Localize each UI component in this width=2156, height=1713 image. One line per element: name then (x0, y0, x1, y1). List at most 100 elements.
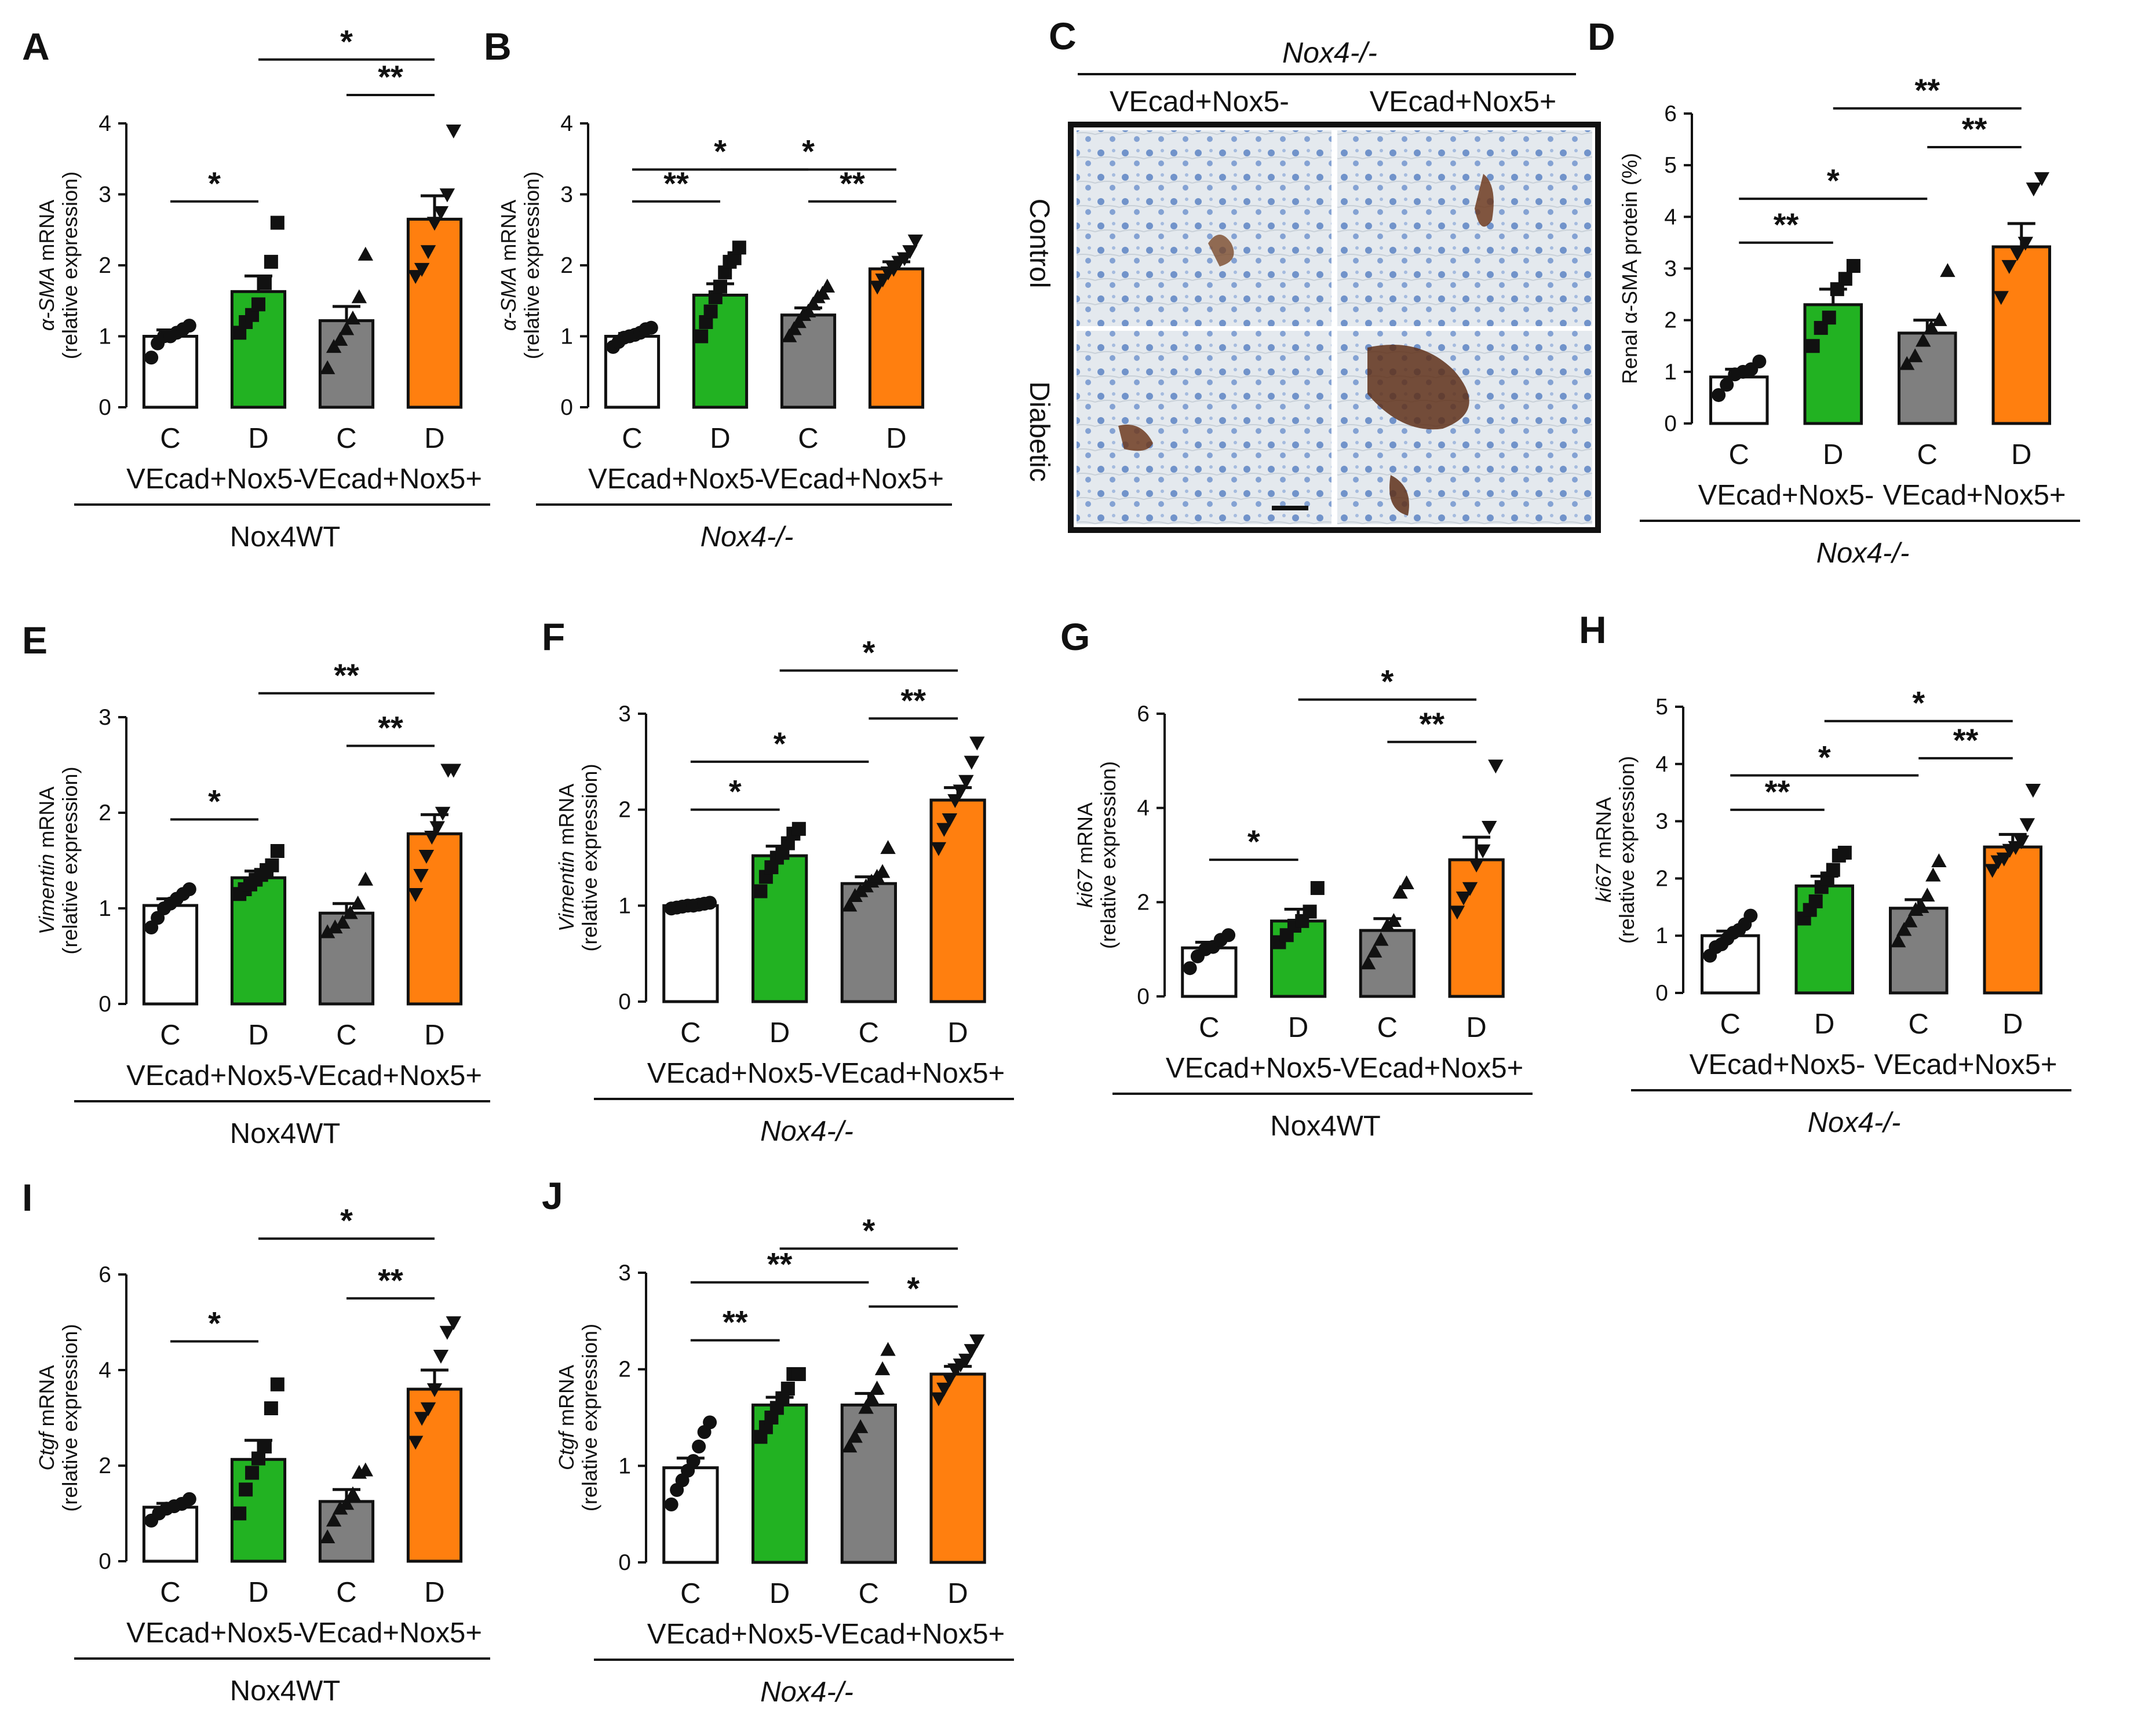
x-category-label: D (947, 1017, 968, 1049)
data-point (319, 1529, 335, 1543)
significance-label: * (714, 133, 727, 170)
significance-label: * (774, 725, 786, 762)
data-point (847, 1429, 863, 1443)
x-category-label: D (1814, 1009, 1834, 1040)
data-point (251, 1451, 265, 1466)
x-category-label: C (160, 423, 180, 454)
y-axis-label-unit: mRNA (1592, 797, 1615, 864)
significance-label: * (907, 1270, 920, 1306)
data-point (964, 755, 980, 770)
significance-label: * (1818, 739, 1831, 776)
data-point (414, 1412, 430, 1426)
y-axis-label: Vimentin mRNA (554, 784, 578, 932)
y-axis-label-gene: Ctgf (35, 1430, 59, 1470)
data-point (1475, 844, 1491, 859)
significance-label: * (208, 783, 221, 820)
data-point (420, 1402, 436, 1416)
data-point (335, 914, 351, 929)
data-point (2018, 236, 2033, 251)
y-axis-label-line2: (relative expression) (58, 766, 82, 954)
significance-label: ** (1953, 722, 1979, 758)
x-category-label: C (680, 1017, 701, 1049)
genotype-label: Nox4WT (1270, 1111, 1381, 1142)
data-point (703, 304, 718, 319)
data-point (880, 840, 896, 854)
y-tick-label: 6 (1137, 702, 1150, 726)
group-label: VEcad+Nox5+ (822, 1058, 1005, 1089)
y-axis-label-line2: (relative expression) (58, 1324, 82, 1511)
data-point (239, 1482, 253, 1497)
data-point (1902, 913, 1918, 927)
significance-label: * (340, 1202, 353, 1239)
y-tick-label: 6 (1664, 101, 1677, 126)
micrograph-col-label-nox5-plus: VEcad+Nox5+ (1370, 85, 1556, 118)
data-point (841, 897, 858, 912)
group-label: VEcad+Nox5- (647, 1619, 823, 1650)
x-category-label: C (1377, 1012, 1398, 1043)
data-point (350, 895, 366, 910)
y-tick-label: 1 (1655, 923, 1668, 948)
data-point (732, 240, 746, 255)
data-point (942, 1373, 958, 1387)
y-tick-label: 5 (1655, 695, 1668, 719)
y-axis-label-line2: (relative expression) (520, 171, 543, 359)
x-category-label: D (424, 423, 444, 454)
data-point (1940, 263, 1956, 277)
bar (406, 217, 463, 409)
group-label: VEcad+Nox5+ (299, 463, 482, 495)
data-point (869, 1380, 885, 1395)
y-tick-label: 2 (1655, 866, 1668, 891)
group-label: VEcad+Nox5- (588, 463, 764, 495)
y-tick-label: 2 (99, 801, 111, 826)
data-point (1822, 311, 1836, 325)
bar (692, 293, 749, 409)
genotype-label: Nox4-/- (760, 1677, 853, 1708)
data-point (1310, 881, 1325, 895)
data-point (969, 736, 985, 751)
data-point (319, 360, 335, 374)
data-point (703, 1415, 717, 1430)
data-point (964, 1344, 980, 1358)
y-tick-label: 4 (1664, 204, 1677, 229)
x-category-label: D (1288, 1012, 1308, 1043)
data-point (264, 254, 278, 269)
data-point (1890, 933, 1906, 948)
significance-label: * (1912, 685, 1925, 721)
data-point (270, 216, 284, 230)
data-point (1805, 339, 1820, 353)
significance-label: ** (1774, 206, 1799, 243)
significance-label: * (729, 773, 742, 810)
y-tick-label: 2 (99, 1453, 111, 1478)
x-category-label: D (769, 1578, 790, 1609)
x-category-label: C (798, 423, 818, 454)
y-axis-label-gene: ki67 (1073, 868, 1097, 908)
panel-letter: J (542, 1174, 563, 1217)
x-category-label: C (859, 1578, 879, 1609)
data-point (2001, 260, 2017, 274)
data-point (414, 262, 430, 277)
data-point (1916, 333, 1931, 347)
x-category-label: C (160, 1020, 180, 1051)
data-point (338, 321, 355, 335)
data-point (1303, 904, 1317, 919)
y-axis-label-unit: mRNA (35, 200, 59, 267)
y-tick-label: 0 (99, 992, 111, 1017)
data-point (2019, 818, 2035, 832)
chart-panel-f: F 0 1 2 3 Vimentin mRNA (relative expression) C… (542, 615, 1014, 1147)
data-point (1984, 864, 2000, 878)
y-axis-label: ki67 mRNA (1592, 797, 1615, 903)
y-axis-label-unit: mRNA (1073, 802, 1097, 870)
y-axis-label-gene: Vimentin (554, 851, 578, 932)
data-point (958, 1353, 974, 1368)
data-point (694, 329, 709, 344)
data-point (426, 217, 443, 231)
data-point (1899, 356, 1915, 370)
y-axis-label-unit: mRNA (35, 1365, 59, 1432)
data-point (2025, 784, 2041, 798)
data-point (791, 1367, 806, 1381)
data-point (692, 1440, 706, 1453)
significance-label: * (1381, 663, 1393, 700)
